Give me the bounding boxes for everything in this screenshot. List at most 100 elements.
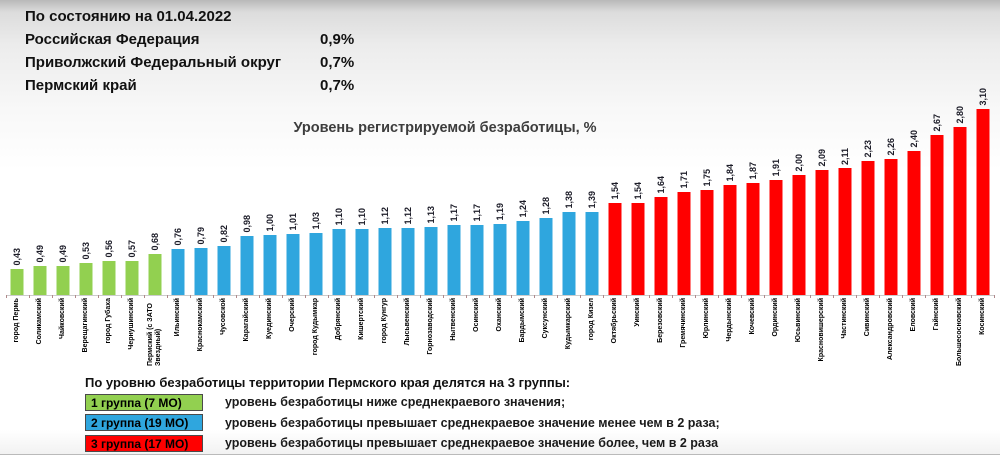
bar-value-label: 1,75 <box>702 169 713 187</box>
bar-category-label: Пермский (с ЗАТО Звездный) <box>147 303 163 366</box>
axis-tick <box>305 295 306 298</box>
bar <box>148 254 162 295</box>
bar-category-label: Октябрьский <box>611 298 619 344</box>
bar-category-label: Ильинский <box>174 298 182 337</box>
bar <box>309 233 323 295</box>
bar-category-label: Горнозаводский <box>427 298 435 355</box>
bar <box>815 170 829 295</box>
bar-value-label: 0,79 <box>196 227 207 245</box>
axis-tick <box>144 295 145 298</box>
bar-value-label: 2,11 <box>839 147 850 165</box>
bar-category-label: Березовский <box>657 298 665 343</box>
bar-value-label: 2,80 <box>954 106 965 124</box>
axis-tick <box>557 295 558 298</box>
header-stats-block: По состоянию на 01.04.2022 Российская Фе… <box>25 8 380 100</box>
bar-category-label: город Кунгур <box>381 298 389 344</box>
bar-category-label: Добрянский <box>335 298 343 341</box>
bar <box>125 261 139 295</box>
bar-value-label: 2,23 <box>862 140 873 158</box>
bar-column: 1,75 Юрлинский <box>696 80 719 367</box>
bar-value-label: 2,26 <box>885 138 896 156</box>
bar <box>286 234 300 295</box>
bar-value-label: 1,13 <box>426 206 437 224</box>
bar-column: 1,38 Кудымкарский <box>558 80 581 367</box>
bar-category-label: Чайковский <box>59 298 67 339</box>
bar-column: 1,13 Горнозаводский <box>420 80 443 367</box>
axis-tick <box>833 295 834 298</box>
bar-category-label: Красновишерский <box>817 298 825 362</box>
axis-tick <box>259 295 260 298</box>
axis-tick <box>236 295 237 298</box>
bar-category-label: Юсьвинский <box>794 298 802 343</box>
bar-column: 1,54 Октябрьский <box>604 80 627 367</box>
bar-value-label: 0,43 <box>12 248 23 266</box>
bar-value-label: 1,12 <box>403 207 414 225</box>
bar-column: 0,53 Верещагинский <box>75 80 98 367</box>
bar-value-label: 2,40 <box>908 130 919 148</box>
bar <box>217 246 231 295</box>
bar-category-label: Косинский <box>978 298 986 335</box>
bar <box>355 229 369 295</box>
bar-category-label: Верещагинский <box>82 298 90 353</box>
bar-value-label: 0,49 <box>35 245 46 263</box>
bar-category-label: Краснокамский <box>197 298 205 352</box>
bar-value-label: 1,03 <box>311 212 322 230</box>
axis-tick <box>213 295 214 298</box>
axis-tick <box>121 295 122 298</box>
bar <box>930 135 944 295</box>
axis-tick <box>580 295 581 298</box>
bar-column: 2,26 Александровский <box>879 80 902 367</box>
legend-header: По уровню безработицы территории Пермско… <box>85 375 571 390</box>
header-row-russia: Российская Федерация 0,9% <box>25 31 380 54</box>
bar <box>171 249 185 295</box>
axis-tick <box>190 295 191 298</box>
bar <box>194 248 208 295</box>
bar-column: 0,56 город Губаха <box>98 80 121 367</box>
axis-tick <box>443 295 444 298</box>
bar <box>424 227 438 295</box>
axis-tick <box>374 295 375 298</box>
bar-value-label: 0,56 <box>104 240 115 258</box>
bar <box>838 168 852 295</box>
axis-tick <box>787 295 788 298</box>
bar-value-label: 1,84 <box>725 164 735 182</box>
header-row-perm-krai: Пермский край 0,7% <box>25 77 380 100</box>
bar <box>746 183 760 295</box>
bar-column: 2,00 Юсьвинский <box>787 80 810 367</box>
bar-value-label: 1,91 <box>770 159 781 177</box>
bar-column: 1,54 Уинский <box>627 80 650 367</box>
bar <box>861 161 875 295</box>
bar-category-label: Карагайский <box>243 298 251 342</box>
bar-category-label: Уинский <box>634 298 642 327</box>
bar-value-label: 1,17 <box>472 204 483 222</box>
axis-tick <box>718 295 719 298</box>
bar-value-label: 3,10 <box>977 88 988 106</box>
axis-tick <box>489 295 490 298</box>
region-label: Российская Федерация <box>25 31 200 48</box>
axis-tick <box>29 295 30 298</box>
bar-column: 0,49 Соликамский <box>29 80 52 367</box>
axis-tick <box>534 295 535 298</box>
bar-category-label: Частинский <box>840 298 848 339</box>
bar-category-label: Кочевский <box>748 298 756 335</box>
bar-value-label: 0,53 <box>81 242 92 260</box>
axis-tick <box>879 295 880 298</box>
bar-value-label: 1,10 <box>334 208 345 226</box>
bar-column: 3,10 Косинский <box>971 80 994 367</box>
bar <box>470 225 484 295</box>
bar-column: 1,10 Кишертский <box>351 80 374 367</box>
axis-tick <box>948 295 949 298</box>
bar-column: 0,79 Краснокамский <box>190 80 213 367</box>
bar-category-label: Сивинский <box>863 298 871 337</box>
bar-category-label: город Кудымкар <box>312 298 320 356</box>
bar <box>884 159 898 295</box>
bar-column: 0,82 Чусовской <box>213 80 236 367</box>
legend-swatch-group2: 2 группа (19 МО) <box>85 414 203 431</box>
bar <box>401 228 415 295</box>
bar-category-label: Лысьвенский <box>404 298 412 346</box>
bar <box>562 212 576 295</box>
axis-tick <box>856 295 857 298</box>
bar-value-label: 1,10 <box>357 208 368 226</box>
axis-tick <box>626 295 627 298</box>
bar-column: 0,68 Пермский (с ЗАТО Звездный) <box>144 80 167 367</box>
